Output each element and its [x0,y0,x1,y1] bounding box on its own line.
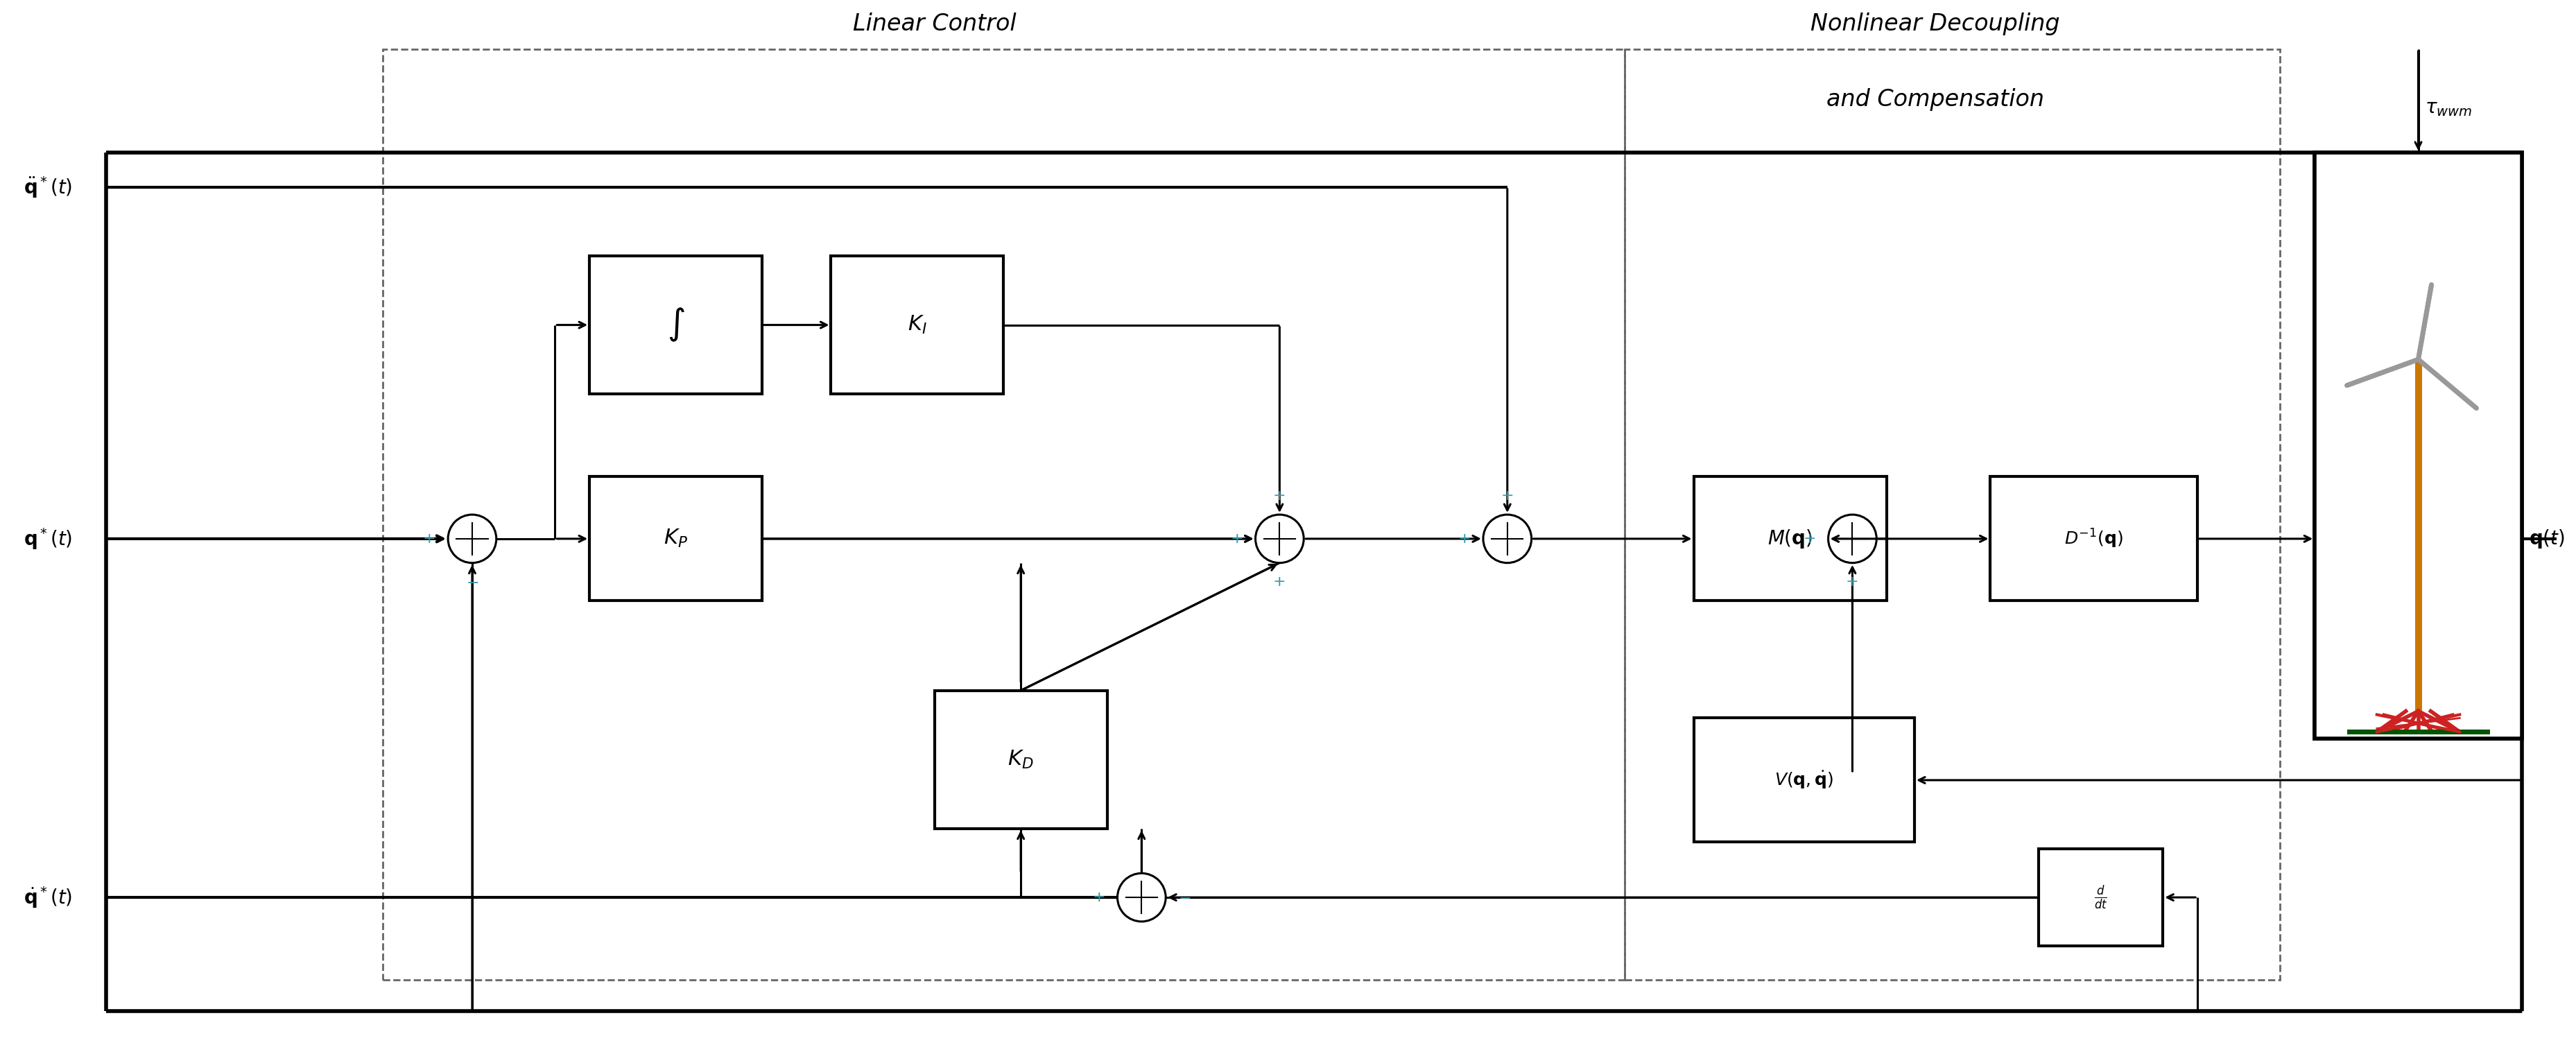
Text: $K_P$: $K_P$ [665,528,688,549]
Text: +: + [1458,532,1471,546]
Circle shape [1484,514,1533,563]
Text: +: + [1092,890,1105,905]
Circle shape [448,514,497,563]
Text: $-$: $-$ [466,575,479,589]
Bar [590,256,762,393]
Text: $\mathbf{q}^*(t)$: $\mathbf{q}^*(t)$ [23,526,72,551]
Text: $V(\mathbf{q},\dot{\mathbf{q}})$: $V(\mathbf{q},\dot{\mathbf{q}})$ [1775,769,1834,791]
Bar [2316,153,2522,739]
Bar [381,49,1625,980]
Text: $\ddot{\mathbf{q}}^*(t)$: $\ddot{\mathbf{q}}^*(t)$ [23,175,72,200]
Text: +: + [422,532,435,546]
Text: +: + [1273,489,1285,503]
Text: $K_I$: $K_I$ [907,315,927,336]
Text: and Compensation: and Compensation [1826,88,2045,112]
Bar [1991,477,2197,601]
Bar [832,256,1005,393]
Text: +: + [1273,575,1285,589]
Text: Nonlinear Decoupling: Nonlinear Decoupling [1811,13,2061,36]
Circle shape [1255,514,1303,563]
Bar [2038,849,2164,946]
Bar [590,477,762,601]
Text: +: + [1803,532,1816,546]
Text: $\int$: $\int$ [667,306,685,344]
Circle shape [1829,514,1875,563]
Text: Linear Control: Linear Control [853,13,1015,36]
Text: +: + [1231,532,1244,546]
Bar [1692,477,1886,601]
Text: $\mathbf{q}(t)$: $\mathbf{q}(t)$ [2530,528,2566,550]
Bar [935,690,1108,828]
Text: +: + [1847,575,1860,589]
Bar [1692,719,1914,843]
Text: $M(\mathbf{q})$: $M(\mathbf{q})$ [1767,528,1814,550]
Text: $D^{-1}(\mathbf{q})$: $D^{-1}(\mathbf{q})$ [2063,528,2123,550]
Text: +: + [1502,489,1515,503]
Bar [1625,49,2280,980]
Text: $\tau_{wwm}$: $\tau_{wwm}$ [2424,99,2473,118]
Text: $\frac{d}{dt}$: $\frac{d}{dt}$ [2094,884,2107,911]
Text: $K_D$: $K_D$ [1007,749,1033,770]
Bar [2316,153,2522,739]
Circle shape [1118,873,1167,922]
Text: $\dot{\mathbf{q}}^*(t)$: $\dot{\mathbf{q}}^*(t)$ [23,885,72,910]
Text: $-$: $-$ [1177,890,1190,905]
